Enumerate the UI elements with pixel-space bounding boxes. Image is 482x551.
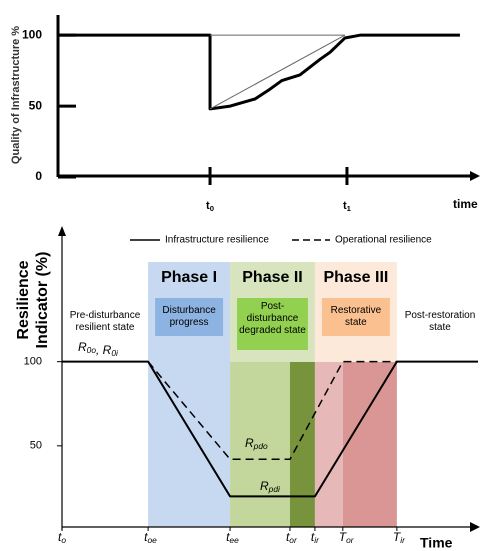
y-axis-arrow: [58, 226, 66, 236]
x-tick-label-sub: ir: [400, 535, 406, 545]
y-tick-label: 100: [24, 356, 42, 368]
r-label: R0o, R0i: [78, 340, 119, 358]
x-tick-label-sub: or: [289, 535, 298, 545]
phase-band: [148, 362, 231, 527]
x-axis-label: time: [453, 197, 478, 211]
x-tick-label-main: t: [311, 530, 315, 544]
r-label-sub: pdi: [268, 484, 281, 494]
x-tick-label-sub: ee: [229, 535, 239, 545]
x-tick-label: t1: [343, 200, 352, 213]
x-tick-label: tir: [311, 530, 320, 545]
legend-label: Infrastructure resilience: [165, 235, 269, 246]
r-label-main: R: [78, 340, 87, 354]
x-tick-label-main: t: [343, 200, 347, 212]
x-tick-label-main: T: [393, 530, 402, 544]
x-tick-label-main: t: [58, 530, 62, 544]
x-tick-label-main: t: [226, 530, 230, 544]
x-tick-label: to: [58, 530, 66, 545]
r-label: Rpdo: [245, 436, 268, 451]
x-tick-label-main: t: [286, 530, 290, 544]
series-line: [62, 360, 478, 498]
x-tick-label-sub: 0: [210, 204, 214, 213]
x-tick-label-sub: or: [346, 535, 355, 545]
annotation: Post-restoration state: [404, 310, 476, 333]
r-label-sub: 0o: [87, 345, 97, 355]
r-label-main: R: [245, 436, 254, 450]
x-tick-label: toe: [144, 530, 157, 545]
phase-box: [321, 298, 390, 336]
phase-title: Phase I: [161, 269, 217, 286]
series-line: [209, 34, 346, 110]
phase-band: [230, 362, 290, 527]
phase-title: Phase III: [323, 269, 388, 286]
phase-box: [155, 298, 224, 336]
x-tick-label: Tor: [339, 530, 355, 545]
phase-band: [314, 362, 343, 527]
x-tick-label-sub: 1: [347, 204, 352, 213]
x-tick-label: tee: [226, 530, 239, 545]
phase-label: Restorative state: [330, 305, 382, 328]
x-tick-label-main: T: [339, 530, 348, 544]
legend-label: Operational resilience: [335, 235, 432, 246]
y-tick-label: 50: [30, 440, 42, 452]
phase-label: Post-disturbance degraded state: [239, 301, 306, 336]
x-axis-label: Time: [420, 535, 453, 551]
y-tick-label: 0: [35, 169, 42, 183]
y-tick-label: 50: [29, 98, 43, 112]
x-axis-arrow: [470, 171, 480, 181]
x-tick-label-main: t: [206, 200, 210, 212]
y-axis-label: Quality of Infrastructure %: [10, 25, 22, 165]
y-tick-label: 100: [22, 27, 42, 41]
series-line: [58, 33, 460, 111]
x-tick-label-sub: ir: [314, 535, 320, 545]
phase-band: [342, 362, 397, 527]
x-tick-label-sub: o: [61, 535, 66, 545]
x-tick-label: Tir: [393, 530, 406, 545]
phase-box: [237, 298, 308, 350]
phase-label: Disturbance progress: [162, 305, 216, 328]
x-tick-label-sub: oe: [147, 535, 157, 545]
series-line: [147, 360, 397, 461]
x-tick-label: tor: [286, 530, 298, 545]
r-label-main: R: [260, 479, 269, 493]
phase-band: [289, 362, 315, 527]
x-axis-arrow: [470, 522, 480, 532]
x-tick-label-main: t: [144, 530, 148, 544]
r-label-sub: 0i: [111, 348, 119, 358]
y-axis-label: Resilience Indicator (%): [15, 251, 51, 349]
r-label: Rpdi: [260, 479, 281, 494]
r-label-sub: pdo: [253, 441, 268, 451]
phase-title: Phase II: [242, 269, 302, 286]
x-tick-label: t0: [206, 200, 214, 213]
annotation: Pre-disturbance resilient state: [69, 310, 141, 333]
r-label-main: , R: [96, 343, 112, 357]
